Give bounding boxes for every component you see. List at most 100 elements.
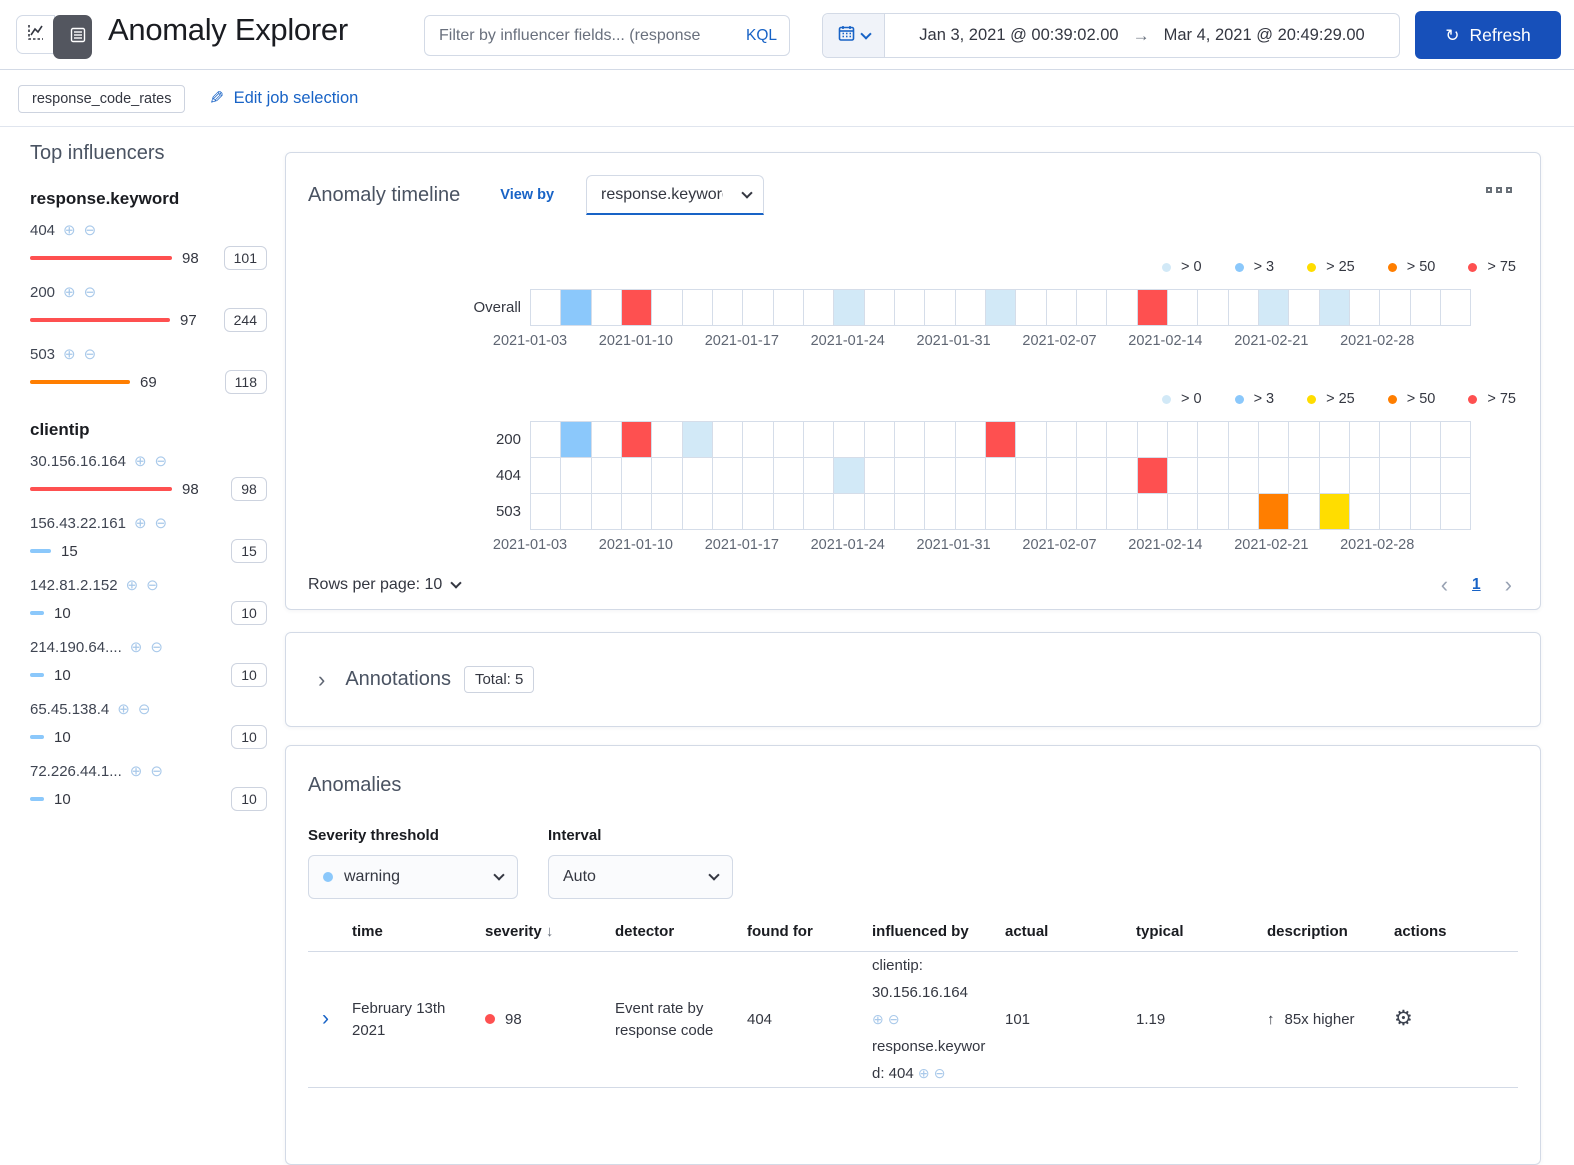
remove-filter-icon[interactable]: ⊖ (137, 701, 151, 718)
remove-filter-icon[interactable]: ⊖ (83, 222, 97, 239)
swimlane-cell[interactable] (1075, 289, 1108, 326)
swimlane-cell[interactable] (590, 493, 622, 530)
swimlane-cell[interactable] (1166, 493, 1199, 530)
remove-filter-icon[interactable]: ⊖ (154, 515, 168, 532)
swimlane-cell[interactable] (802, 289, 835, 326)
swimlane-cell[interactable] (1257, 289, 1290, 326)
swimlane-cell[interactable] (1257, 421, 1290, 458)
swimlane-cell[interactable] (1227, 457, 1259, 494)
column-header-typical[interactable]: typical (1136, 923, 1184, 940)
swimlane-cell[interactable] (833, 421, 865, 458)
swimlane-cell[interactable] (1318, 289, 1350, 326)
swimlane-cell[interactable] (681, 289, 713, 326)
remove-filter-icon[interactable]: ⊖ (83, 284, 97, 301)
panel-menu-icon[interactable] (1486, 187, 1512, 193)
swimlane-cell[interactable] (954, 421, 986, 458)
swimlane-cell[interactable] (1136, 493, 1168, 530)
swimlane-cell[interactable] (620, 289, 653, 326)
column-header-severity[interactable]: severity ↓ (485, 923, 554, 940)
swimlane-cell[interactable] (863, 493, 895, 530)
swimlane-cell[interactable] (1166, 289, 1199, 326)
swimlane-cell[interactable] (711, 493, 744, 530)
swimlane-cell[interactable] (530, 289, 562, 326)
influencer-label[interactable]: 142.81.2.152 (30, 577, 118, 594)
swimlane-cell[interactable] (893, 457, 926, 494)
swimlane-cell[interactable] (651, 493, 683, 530)
date-start[interactable]: Jan 3, 2021 @ 00:39:02.00 (919, 26, 1119, 44)
date-end[interactable]: Mar 4, 2021 @ 20:49:29.00 (1163, 26, 1365, 44)
add-filter-icon[interactable]: ⊕ (117, 701, 130, 718)
swimlane-cell[interactable] (833, 457, 865, 494)
swimlane-cell[interactable] (560, 457, 592, 494)
swimlane-cell[interactable] (1136, 289, 1168, 326)
swimlane-cell[interactable] (1015, 421, 1047, 458)
swimlane-cell[interactable] (1318, 493, 1350, 530)
swimlane-cell[interactable] (681, 421, 713, 458)
swimlane-cell[interactable] (863, 457, 895, 494)
column-header-time[interactable]: time (352, 923, 383, 940)
swimlane-cell[interactable] (560, 421, 592, 458)
swimlane-cell[interactable] (1075, 457, 1108, 494)
edit-job-selection-link[interactable]: ✎ Edit job selection (209, 88, 358, 109)
swimlane-cell[interactable] (711, 457, 744, 494)
swimlane-cell[interactable] (1197, 421, 1229, 458)
kql-toggle[interactable]: KQL (745, 26, 777, 44)
swimlane-cell[interactable] (1045, 289, 1077, 326)
expand-row-icon[interactable]: › (322, 1006, 329, 1030)
swimlane-cell[interactable] (1166, 457, 1199, 494)
swimlane-cell[interactable] (924, 289, 956, 326)
swimlane-cell[interactable] (1227, 289, 1259, 326)
swimlane-cell[interactable] (1106, 421, 1138, 458)
influencer-filter-input[interactable] (437, 25, 740, 46)
swimlane-cell[interactable] (984, 421, 1017, 458)
swimlane-cell[interactable] (620, 493, 653, 530)
remove-filter-icon[interactable]: ⊖ (933, 1065, 946, 1081)
column-header-influenced-by[interactable]: influenced by (872, 923, 969, 940)
swimlane-cell[interactable] (1379, 457, 1411, 494)
swimlane-cell[interactable] (954, 289, 986, 326)
swimlane-cell[interactable] (893, 493, 926, 530)
swimlane-cell[interactable] (590, 289, 622, 326)
swimlane-cell[interactable] (651, 457, 683, 494)
swimlane-cell[interactable] (1288, 493, 1320, 530)
swimlane-cell[interactable] (1106, 457, 1138, 494)
swimlane-cell[interactable] (530, 421, 562, 458)
swimlane-cell[interactable] (984, 289, 1017, 326)
swimlane-cell[interactable] (772, 421, 804, 458)
swimlane-cell[interactable] (984, 493, 1017, 530)
swimlane-cell[interactable] (560, 289, 592, 326)
swimlane-cell[interactable] (1379, 421, 1411, 458)
swimlane-cell[interactable] (1075, 421, 1108, 458)
remove-filter-icon[interactable]: ⊖ (150, 763, 163, 780)
swimlane-cell[interactable] (1075, 493, 1108, 530)
swimlane-cell[interactable] (530, 457, 562, 494)
influencer-label[interactable]: 30.156.16.164 (30, 453, 126, 470)
swimlane-cell[interactable] (651, 421, 683, 458)
swimlane-cell[interactable] (863, 421, 895, 458)
swimlane-cell[interactable] (1379, 289, 1411, 326)
influencer-label[interactable]: 404 (30, 222, 56, 239)
next-page-icon[interactable]: › (1504, 572, 1512, 597)
swimlane-cell[interactable] (954, 457, 986, 494)
swimlane-cell[interactable] (1318, 421, 1350, 458)
swimlane-cell[interactable] (1439, 493, 1472, 530)
swimlane-cell[interactable] (772, 457, 804, 494)
swimlane-cell[interactable] (1439, 289, 1472, 326)
swimlane-cell[interactable] (742, 493, 774, 530)
calendar-menu-button[interactable] (823, 14, 885, 57)
gear-icon[interactable]: ⚙ (1394, 1006, 1413, 1030)
swimlane-cell[interactable] (1045, 421, 1077, 458)
previous-page-icon[interactable]: ‹ (1440, 572, 1449, 597)
column-header-actual[interactable]: actual (1005, 923, 1049, 940)
swimlane-cell[interactable] (742, 289, 774, 326)
view-by-select[interactable]: response.keyword (586, 175, 765, 215)
swimlane-cell[interactable] (1106, 289, 1138, 326)
column-header-description[interactable]: description (1267, 923, 1348, 940)
swimlane-cell[interactable] (560, 493, 592, 530)
swimlane-cell[interactable] (893, 289, 926, 326)
swimlane-cell[interactable] (772, 289, 804, 326)
influencer-label[interactable]: 200 (30, 284, 56, 301)
swimlane-cell[interactable] (1227, 421, 1259, 458)
swimlane-cell[interactable] (1015, 457, 1047, 494)
swimlane-cell[interactable] (1136, 457, 1168, 494)
